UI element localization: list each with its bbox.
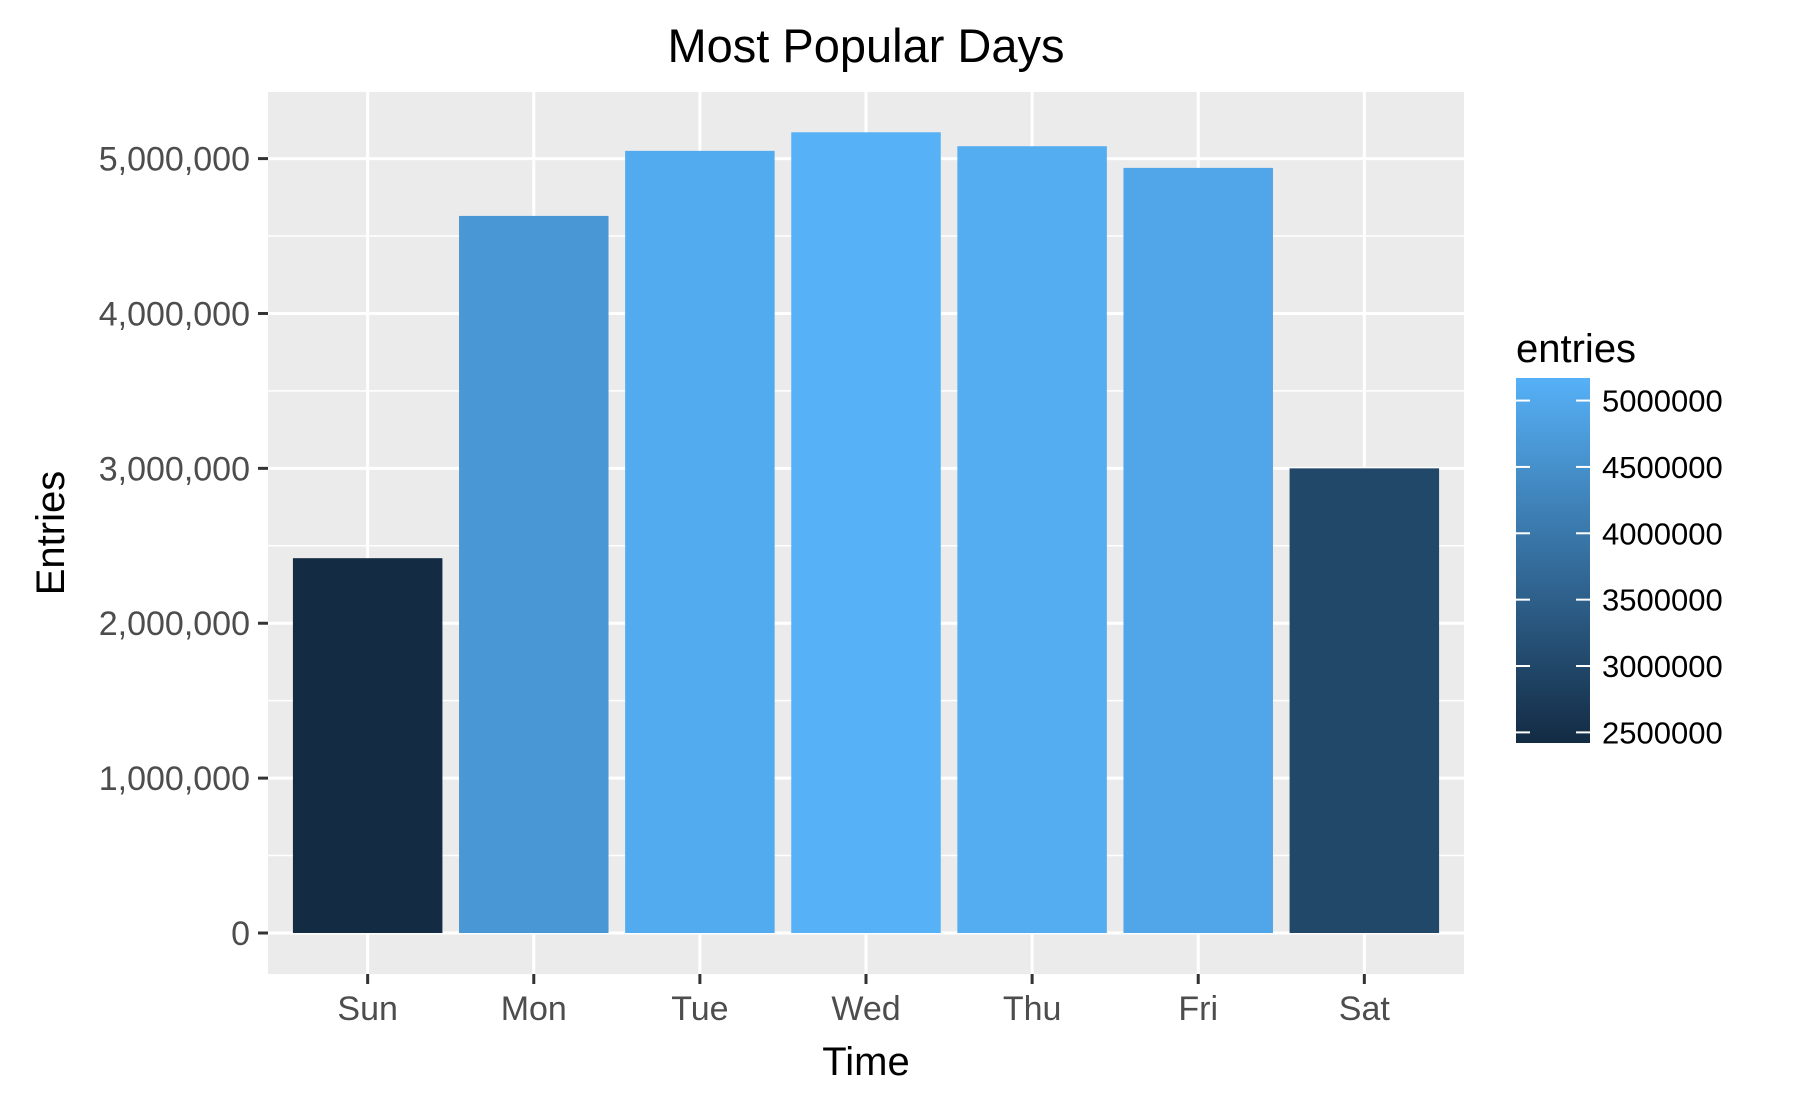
legend-title: entries <box>1516 327 1636 371</box>
legend: entries 2500000 3000000 3500000 4000000 4500… <box>1516 327 1723 750</box>
legend-tick-label: 2500000 <box>1602 715 1723 750</box>
x-tick-label: Sat <box>1339 990 1391 1028</box>
legend-colorbar <box>1516 378 1590 743</box>
x-tick-label: Wed <box>831 990 900 1028</box>
y-tick-label: 5,000,000 <box>99 141 250 179</box>
legend-tick-label: 3500000 <box>1602 583 1723 618</box>
bar-wed <box>791 132 941 934</box>
bars <box>292 132 1440 934</box>
x-tick-label: Tue <box>671 990 728 1028</box>
x-tick-label: Thu <box>1003 990 1062 1028</box>
legend-tick-label: 5000000 <box>1602 384 1723 419</box>
y-tick-label: 3,000,000 <box>99 450 250 488</box>
y-tick-label: 2,000,000 <box>99 605 250 643</box>
bar-mon <box>459 215 609 933</box>
x-tick-label: Fri <box>1178 990 1218 1028</box>
bar-sat <box>1289 468 1440 933</box>
y-tick-label: 4,000,000 <box>99 295 250 333</box>
y-axis-title: Entries <box>29 471 73 596</box>
x-axis: Sun Mon Tue Wed Thu Fri Sat <box>337 974 1390 1028</box>
x-axis-title: Time <box>822 1040 909 1084</box>
x-tick-label: Sun <box>337 990 398 1028</box>
chart-title: Most Popular Days <box>667 19 1064 72</box>
legend-ticks: 2500000 3000000 3500000 4000000 4500000 50000… <box>1516 384 1723 750</box>
y-tick-label: 1,000,000 <box>99 760 250 798</box>
y-tick-label: 0 <box>231 915 250 953</box>
legend-tick-label: 4500000 <box>1602 450 1723 485</box>
bar-thu <box>957 146 1107 933</box>
y-axis: 0 1,000,000 2,000,000 3,000,000 4,000,000 5,0… <box>99 141 268 953</box>
legend-tick-label: 4000000 <box>1602 516 1723 551</box>
bar-fri <box>1123 167 1273 933</box>
x-tick-label: Mon <box>501 990 567 1028</box>
bar-tue <box>625 150 775 934</box>
bar-sun <box>292 558 443 933</box>
legend-tick-label: 3000000 <box>1602 649 1723 684</box>
